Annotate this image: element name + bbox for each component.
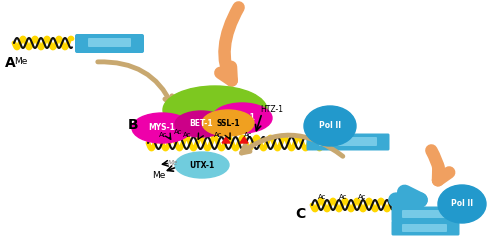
Polygon shape bbox=[240, 137, 248, 143]
Text: UTX-1: UTX-1 bbox=[190, 161, 214, 170]
FancyArrowPatch shape bbox=[432, 150, 449, 180]
Text: Me: Me bbox=[152, 171, 166, 180]
Polygon shape bbox=[222, 137, 230, 143]
Ellipse shape bbox=[202, 110, 254, 136]
FancyBboxPatch shape bbox=[402, 224, 447, 232]
Text: Ac: Ac bbox=[339, 194, 347, 200]
Text: Ac: Ac bbox=[174, 129, 182, 135]
Text: MYS-1: MYS-1 bbox=[228, 113, 256, 122]
FancyArrowPatch shape bbox=[220, 7, 238, 81]
Ellipse shape bbox=[304, 106, 356, 146]
Ellipse shape bbox=[212, 103, 272, 133]
FancyArrowPatch shape bbox=[396, 192, 420, 208]
Ellipse shape bbox=[438, 185, 486, 223]
FancyArrowPatch shape bbox=[98, 62, 172, 104]
Text: Me: Me bbox=[168, 160, 178, 166]
Text: Pol II: Pol II bbox=[319, 122, 341, 131]
Text: SSL-1: SSL-1 bbox=[216, 119, 240, 128]
FancyBboxPatch shape bbox=[88, 38, 131, 47]
Text: Pol II: Pol II bbox=[451, 200, 473, 209]
Text: BET-1: BET-1 bbox=[189, 120, 213, 129]
Ellipse shape bbox=[175, 111, 227, 137]
Text: Ac: Ac bbox=[244, 132, 252, 138]
Text: Ac: Ac bbox=[358, 194, 366, 200]
Text: Ac: Ac bbox=[183, 132, 191, 138]
Text: Ac: Ac bbox=[318, 194, 326, 200]
FancyBboxPatch shape bbox=[392, 206, 460, 222]
Ellipse shape bbox=[163, 86, 267, 134]
Text: B: B bbox=[128, 118, 138, 132]
Text: MYS-1: MYS-1 bbox=[148, 123, 176, 132]
Text: HTZ-1: HTZ-1 bbox=[260, 105, 283, 114]
Ellipse shape bbox=[175, 152, 229, 178]
Text: Ac: Ac bbox=[159, 132, 167, 138]
Text: A: A bbox=[5, 56, 16, 70]
FancyBboxPatch shape bbox=[319, 137, 377, 146]
FancyBboxPatch shape bbox=[392, 221, 460, 235]
Text: Me: Me bbox=[14, 57, 28, 66]
FancyBboxPatch shape bbox=[306, 133, 390, 151]
Ellipse shape bbox=[132, 113, 192, 143]
FancyArrowPatch shape bbox=[242, 135, 343, 156]
Text: Ac: Ac bbox=[214, 132, 222, 138]
FancyBboxPatch shape bbox=[75, 34, 144, 53]
FancyBboxPatch shape bbox=[402, 210, 447, 218]
Text: C: C bbox=[295, 207, 305, 221]
